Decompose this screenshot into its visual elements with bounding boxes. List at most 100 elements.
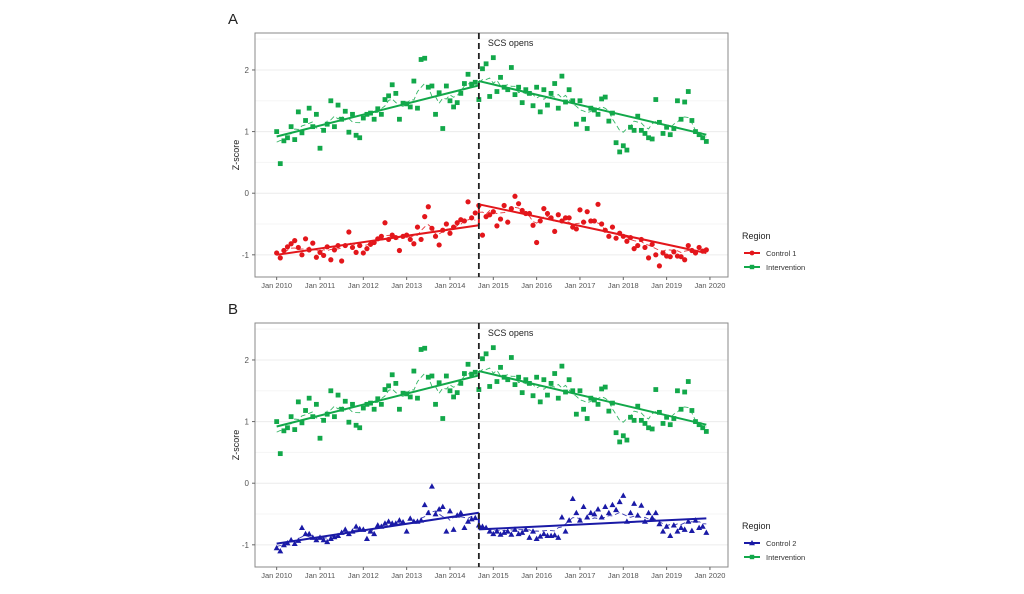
data-point [645, 509, 652, 516]
data-point [577, 207, 583, 213]
data-point [457, 509, 464, 516]
data-point [620, 433, 626, 439]
data-point [649, 136, 655, 142]
data-point [490, 55, 496, 61]
data-point [465, 71, 471, 77]
data-point [642, 421, 648, 426]
data-point [548, 90, 554, 96]
data-point [285, 135, 290, 141]
data-point [595, 201, 601, 207]
data-point [480, 356, 485, 362]
data-point [487, 384, 493, 389]
data-point [671, 249, 677, 255]
data-point [346, 229, 352, 235]
data-point [357, 135, 363, 141]
data-point [631, 500, 638, 506]
plot-border [254, 32, 729, 278]
data-point [350, 111, 355, 117]
data-point [446, 507, 453, 514]
data-point [327, 535, 334, 542]
legend: Region Control 1 Intervention [742, 231, 805, 272]
data-point [541, 206, 547, 212]
data-point [692, 517, 699, 523]
plot-border [254, 322, 729, 568]
data-point [627, 509, 634, 516]
data-point [516, 84, 521, 90]
data-point [573, 226, 579, 232]
data-point [660, 528, 667, 534]
x-tick-label: Jan 2016 [521, 571, 552, 580]
data-point [360, 405, 366, 411]
data-point [530, 528, 537, 534]
data-point [418, 57, 424, 62]
data-point [335, 532, 342, 538]
data-point [667, 132, 673, 138]
data-point [321, 252, 327, 259]
data-point [530, 222, 536, 228]
data-point [682, 257, 688, 263]
data-point [519, 100, 525, 106]
data-point [479, 523, 486, 529]
data-point [447, 388, 453, 394]
data-point [599, 221, 605, 227]
data-point [371, 530, 378, 537]
data-point [505, 219, 511, 225]
data-point [439, 503, 446, 510]
data-point [508, 531, 515, 537]
data-point [660, 131, 666, 136]
data-point [407, 104, 413, 110]
data-point [566, 215, 572, 221]
data-point [541, 87, 547, 93]
data-point [703, 139, 709, 144]
data-point [649, 514, 656, 521]
data-point [303, 118, 308, 123]
data-point [545, 392, 550, 398]
data-point [400, 519, 407, 525]
data-point [342, 398, 348, 404]
data-point [298, 524, 305, 530]
data-point [664, 414, 670, 420]
data-point [415, 105, 420, 111]
data-point [512, 193, 518, 199]
data-point [367, 528, 374, 534]
data-point [522, 526, 529, 532]
x-tick-label: Jan 2014 [435, 281, 466, 290]
data-point [534, 84, 540, 90]
data-point [386, 383, 391, 389]
data-point [292, 427, 298, 432]
data-point [418, 236, 424, 243]
data-point [682, 389, 688, 395]
data-point [689, 118, 695, 123]
legend-title: Region [742, 231, 771, 241]
data-point [411, 241, 417, 247]
data-point [357, 242, 363, 249]
data-point [371, 406, 377, 412]
trend-line-post [478, 80, 707, 136]
data-point [461, 218, 468, 224]
x-tick-label: Jan 2015 [478, 281, 509, 290]
data-point [530, 103, 536, 109]
series-control-1 [274, 193, 709, 269]
data-point [407, 394, 413, 400]
data-point [480, 66, 485, 72]
data-point [436, 380, 442, 386]
data-point [433, 111, 438, 117]
data-point [664, 124, 670, 130]
data-point [559, 363, 565, 369]
x-tick-label: Jan 2013 [391, 281, 422, 290]
data-point [313, 111, 319, 117]
data-point [285, 425, 290, 431]
data-point [281, 428, 287, 434]
data-point [324, 538, 331, 545]
data-point [363, 535, 370, 542]
legend-key-marker [749, 540, 755, 546]
panel-label: A [228, 11, 238, 28]
series-control-2 [273, 483, 710, 554]
x-tick-label: Jan 2011 [305, 281, 335, 290]
data-point [422, 214, 428, 220]
data-point [295, 109, 301, 115]
data-point [634, 512, 641, 518]
data-point [454, 390, 460, 396]
data-point [280, 541, 287, 548]
data-point [570, 98, 576, 104]
